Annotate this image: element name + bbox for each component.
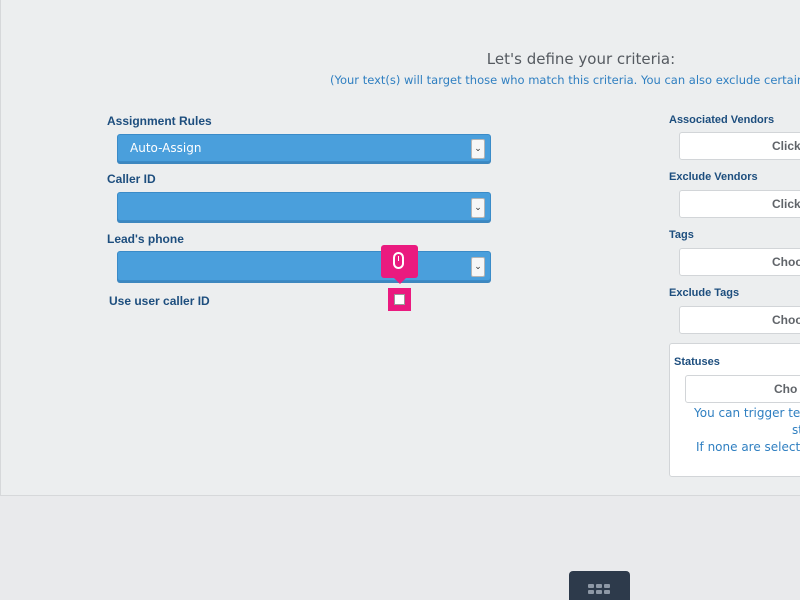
exclude-vendors-label: Exclude Vendors — [669, 171, 758, 183]
tags-button[interactable]: Choo — [679, 248, 800, 276]
chevron-down-icon[interactable]: ⌄ — [471, 257, 485, 277]
checkbox-highlight — [388, 288, 411, 311]
statuses-panel: Statuses Cho You can trigger text st If … — [669, 343, 800, 477]
click-hint-tooltip — [381, 245, 418, 284]
assignment-rules-value: Auto-Assign — [130, 141, 202, 155]
mouse-icon — [393, 252, 404, 269]
chevron-down-icon[interactable]: ⌄ — [471, 198, 485, 218]
caller-id-label: Caller ID — [107, 172, 156, 186]
statuses-button[interactable]: Cho — [685, 375, 800, 403]
associated-vendors-button[interactable]: Click — [679, 132, 800, 160]
grid-icon — [588, 584, 612, 596]
page-title: Let's define your criteria: — [486, 50, 676, 68]
use-user-caller-id-checkbox[interactable] — [394, 294, 405, 305]
exclude-vendors-button[interactable]: Click — [679, 190, 800, 218]
assignment-rules-select[interactable]: Auto-Assign ⌄ — [117, 134, 491, 162]
exclude-vendors-button-label: Click — [772, 197, 800, 211]
exclude-tags-button[interactable]: Choo — [679, 306, 800, 334]
tags-button-label: Choo — [772, 255, 800, 269]
associated-vendors-button-label: Click — [772, 139, 800, 153]
assignment-rules-label: Assignment Rules — [107, 114, 212, 128]
statuses-button-label: Cho — [774, 382, 798, 396]
exclude-tags-label: Exclude Tags — [669, 287, 740, 299]
tags-label: Tags — [669, 229, 694, 241]
page-subtitle: (Your text(s) will target those who matc… — [330, 73, 800, 87]
leads-phone-select[interactable]: ⌄ — [117, 251, 491, 281]
statuses-note-line2: st — [792, 423, 800, 437]
statuses-label: Statuses — [674, 356, 720, 368]
statuses-note-line1: You can trigger text — [694, 406, 800, 420]
leads-phone-label: Lead's phone — [107, 232, 184, 246]
associated-vendors-label: Associated Vendors — [669, 114, 775, 126]
criteria-panel: Let's define your criteria: (Your text(s… — [0, 0, 800, 496]
use-user-caller-id-label: Use user caller ID — [109, 294, 210, 308]
panel-left-border — [0, 0, 1, 495]
exclude-tags-button-label: Choo — [772, 313, 800, 327]
chevron-down-icon[interactable]: ⌄ — [471, 139, 485, 159]
apps-menu-button[interactable] — [569, 571, 630, 600]
statuses-note-line3: If none are selected — [696, 440, 800, 454]
caller-id-select[interactable]: ⌄ — [117, 192, 491, 221]
